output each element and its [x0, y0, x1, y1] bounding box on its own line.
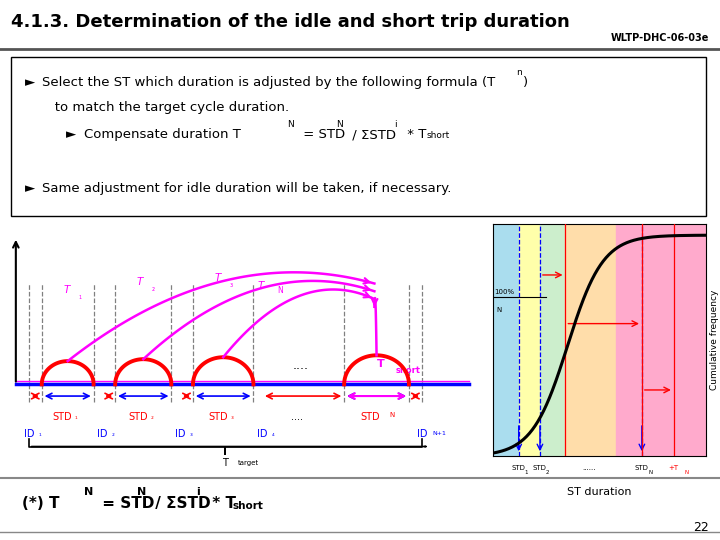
Text: T: T	[258, 281, 264, 291]
Text: ₁: ₁	[78, 292, 81, 301]
Text: Compensate duration T: Compensate duration T	[84, 129, 240, 141]
Text: STD: STD	[128, 411, 148, 422]
Text: STD: STD	[533, 465, 547, 471]
Text: N: N	[389, 411, 395, 417]
Text: Same adjustment for idle duration will be taken, if necessary.: Same adjustment for idle duration will b…	[42, 183, 451, 195]
Text: ₂: ₂	[152, 284, 155, 293]
Text: STD: STD	[53, 411, 72, 422]
Text: ₁: ₁	[75, 414, 78, 420]
Text: STD: STD	[208, 411, 228, 422]
Text: short: short	[396, 366, 421, 375]
Text: * T: * T	[403, 129, 427, 141]
Bar	[493, 224, 518, 456]
Text: N: N	[336, 120, 343, 129]
Text: T: T	[215, 273, 221, 284]
Text: ): )	[523, 76, 528, 89]
Text: N: N	[496, 307, 502, 313]
Text: T: T	[377, 359, 384, 369]
Bar	[518, 224, 540, 456]
Text: = STD: = STD	[299, 129, 346, 141]
Text: / ΣSTD: / ΣSTD	[348, 129, 397, 141]
Text: ....: ....	[293, 359, 309, 372]
Text: ₃: ₃	[230, 280, 233, 289]
Text: ID: ID	[97, 429, 107, 439]
Text: STD: STD	[635, 465, 649, 471]
Text: T: T	[222, 458, 228, 468]
Text: N: N	[137, 487, 146, 497]
Text: short: short	[233, 501, 264, 510]
Text: i: i	[394, 120, 396, 129]
Text: WLTP-DHC-06-03e: WLTP-DHC-06-03e	[611, 33, 709, 44]
Text: ....: ....	[291, 411, 302, 422]
Text: (*) T: (*) T	[22, 496, 59, 511]
Text: ID: ID	[24, 429, 34, 439]
Text: * T: * T	[207, 496, 235, 511]
Text: ₃: ₃	[189, 431, 192, 437]
Bar	[540, 224, 565, 456]
FancyBboxPatch shape	[11, 57, 706, 216]
Text: ₄: ₄	[271, 431, 274, 437]
Text: STD: STD	[360, 411, 380, 422]
Text: 1: 1	[524, 470, 528, 475]
Text: 100%: 100%	[494, 289, 514, 295]
Text: 2: 2	[545, 470, 549, 475]
Text: STD: STD	[512, 465, 526, 471]
Text: ₃: ₃	[230, 414, 233, 420]
Text: to match the target cycle duration.: to match the target cycle duration.	[42, 101, 289, 114]
Text: ₂: ₂	[112, 431, 114, 437]
Text: T: T	[137, 278, 143, 287]
Bar	[616, 224, 706, 456]
Text: T: T	[63, 285, 70, 295]
Text: ₁: ₁	[38, 431, 41, 437]
Text: ......: ......	[582, 465, 595, 471]
Text: +T: +T	[669, 465, 679, 471]
Text: N: N	[684, 470, 688, 475]
Text: i: i	[197, 487, 200, 497]
Text: short: short	[426, 131, 449, 140]
Text: 22: 22	[693, 522, 709, 535]
Text: 4.1.3. Determination of the idle and short trip duration: 4.1.3. Determination of the idle and sho…	[11, 12, 570, 31]
Text: / ΣSTD: / ΣSTD	[150, 496, 210, 511]
Text: ID: ID	[257, 429, 267, 439]
Text: N: N	[287, 120, 293, 129]
Text: Select the ST which duration is adjusted by the following formula (T: Select the ST which duration is adjusted…	[42, 76, 495, 89]
Text: N+1: N+1	[432, 431, 446, 436]
Text: N: N	[84, 487, 94, 497]
Bar	[565, 224, 616, 456]
Text: ₂: ₂	[150, 414, 153, 420]
Text: ID: ID	[417, 429, 427, 439]
Text: ID: ID	[175, 429, 185, 439]
Text: ►: ►	[24, 183, 35, 195]
Y-axis label: Cumulative frequency: Cumulative frequency	[710, 290, 719, 390]
Text: = STD: = STD	[97, 496, 155, 511]
Text: n: n	[517, 69, 523, 77]
Text: ►: ►	[24, 76, 35, 89]
Text: ST duration: ST duration	[567, 487, 631, 497]
Text: N: N	[648, 470, 652, 475]
Text: target: target	[238, 460, 259, 466]
Text: ►: ►	[66, 129, 76, 141]
Text: N: N	[277, 286, 283, 295]
